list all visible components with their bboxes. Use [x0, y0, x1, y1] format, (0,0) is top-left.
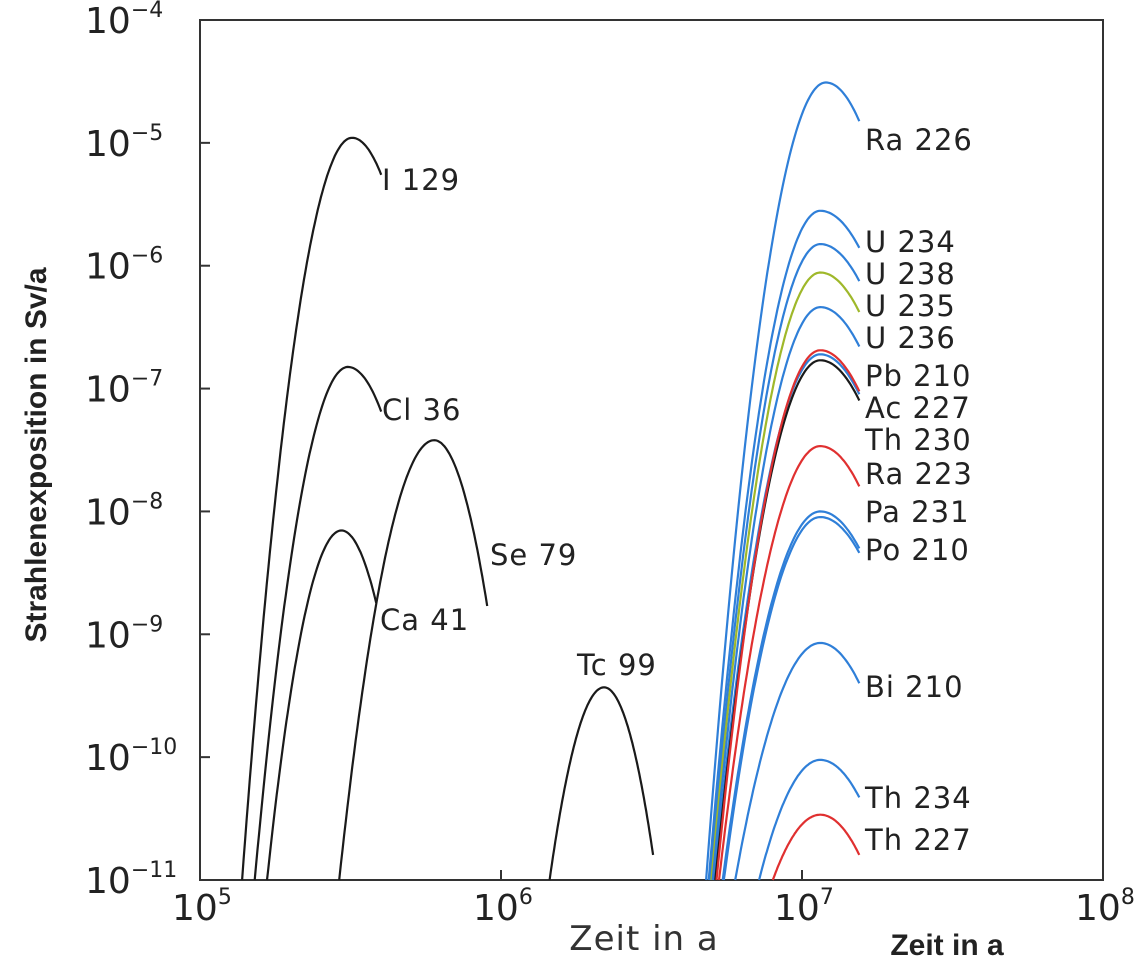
y-tick-label: 10−11: [85, 858, 177, 902]
series-curve: [722, 516, 861, 881]
series-label: Cl 36: [382, 393, 461, 427]
series-label: Bi 210: [865, 670, 964, 704]
series-label: Se 79: [490, 538, 577, 572]
series-label: I 129: [382, 163, 460, 197]
x-tick-label: 106: [473, 885, 533, 929]
x-axis-title: Zeit in a: [569, 919, 718, 959]
series-curve: [717, 444, 861, 881]
series-label: U 236: [865, 321, 956, 355]
series-curve: [338, 439, 489, 881]
series-label: U 234: [865, 225, 956, 259]
y-tick-label: 10−4: [85, 0, 163, 42]
series-curve: [734, 641, 861, 881]
series-curve: [715, 349, 861, 881]
series-label: Po 210: [865, 533, 970, 567]
y-axis-title: Strahlenexposition in Sv/a: [20, 267, 53, 642]
series-label: Th 227: [864, 823, 972, 857]
series-curve: [711, 305, 861, 881]
plot-frame: [199, 19, 1104, 881]
y-tick-label: 10−10: [85, 735, 177, 779]
series-curve: [721, 510, 861, 881]
y-tick-label: 10−6: [85, 244, 163, 288]
series-label: Ac 227: [865, 391, 971, 425]
series-label: U 238: [865, 257, 956, 291]
series-label: Th 234: [864, 781, 972, 815]
series-curve: [758, 758, 861, 881]
series-curve: [771, 813, 861, 881]
series-curve: [705, 81, 861, 881]
series-label: Th 230: [864, 423, 972, 457]
y-axis-ticks: 10−4 10−5 10−6 10−7 10−8 10−9 10−10 10−11: [85, 0, 210, 902]
series-label: Ra 223: [865, 457, 973, 491]
series-label: Ra 226: [865, 123, 973, 157]
y-tick-label: 10−8: [85, 489, 163, 533]
series-curve: [265, 529, 378, 881]
series-curve: [710, 271, 861, 881]
x-tick-label: 108: [1075, 885, 1135, 929]
series-label: Pb 210: [865, 359, 971, 393]
x-tick-label: 105: [172, 885, 232, 929]
series-curve: [253, 365, 383, 881]
series-curve: [548, 686, 655, 881]
x-axis-title-secondary: Zeit in a: [890, 929, 1004, 962]
series-label: Tc 99: [576, 648, 657, 682]
x-axis-ticks: 105 106 107 108: [172, 870, 1135, 929]
series-label: Ca 41: [380, 603, 469, 637]
series-curve: [241, 136, 383, 881]
y-tick-label: 10−7: [85, 367, 163, 411]
x-tick-label: 107: [774, 885, 834, 929]
series-curve: [709, 243, 861, 881]
series-curve: [707, 209, 861, 881]
data-series: [241, 81, 861, 881]
y-tick-label: 10−5: [85, 121, 163, 165]
series-label: U 235: [865, 289, 956, 323]
series-label: Pa 231: [865, 495, 970, 529]
y-tick-label: 10−9: [85, 612, 163, 656]
